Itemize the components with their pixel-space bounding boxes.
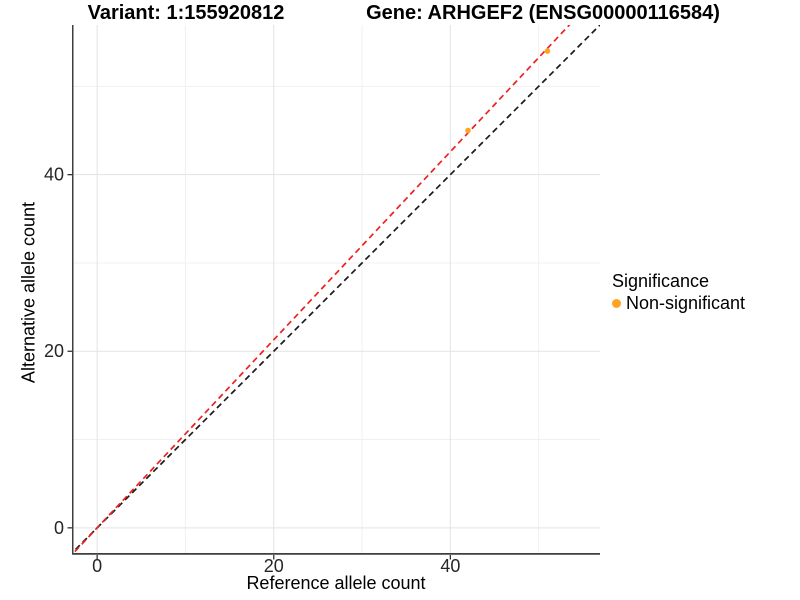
x-tick-label: 20 — [264, 556, 284, 576]
x-tick-label: 40 — [440, 556, 460, 576]
y-tick-label: 40 — [44, 165, 64, 185]
y-tick-label: 0 — [54, 518, 64, 538]
x-axis-title: Reference allele count — [246, 573, 426, 593]
legend-items: Non-significant — [612, 292, 745, 314]
gene-title: Gene: ARHGEF2 (ENSG00000116584) — [366, 2, 720, 24]
identity-line — [72, 25, 600, 553]
legend-key-dot-icon — [612, 298, 621, 308]
legend: Significance Non-significant — [612, 270, 745, 314]
y-tick-label: 20 — [44, 341, 64, 361]
legend-title: Significance — [612, 271, 710, 291]
legend-item-label: Non-significant — [626, 293, 746, 313]
legend-item: Non-significant — [612, 292, 745, 314]
data-point[interactable] — [465, 127, 471, 134]
x-tick-label: 0 — [92, 556, 102, 576]
data-point[interactable] — [544, 48, 551, 54]
y-axis-title: Alternative allele count — [18, 201, 39, 384]
variant-title: Variant: 1:155920812 — [87, 2, 285, 24]
fitted-ratio-line — [72, 25, 571, 553]
